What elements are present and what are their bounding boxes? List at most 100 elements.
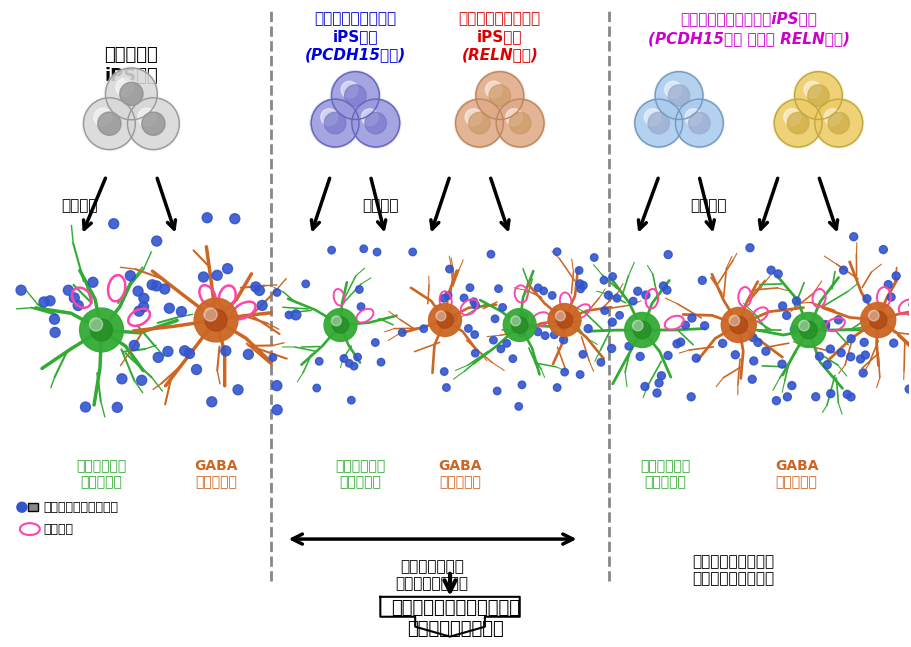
Circle shape xyxy=(324,113,346,134)
Circle shape xyxy=(273,289,281,296)
Text: iPS細胞: iPS細胞 xyxy=(333,29,378,44)
Circle shape xyxy=(254,285,264,296)
Circle shape xyxy=(204,308,217,321)
Circle shape xyxy=(812,393,820,400)
Circle shape xyxy=(846,353,855,361)
Circle shape xyxy=(466,109,482,126)
Circle shape xyxy=(230,214,240,224)
Circle shape xyxy=(909,301,911,309)
Circle shape xyxy=(69,293,79,303)
Circle shape xyxy=(355,286,363,293)
Circle shape xyxy=(441,368,448,375)
Circle shape xyxy=(106,68,158,120)
Circle shape xyxy=(496,99,544,147)
Circle shape xyxy=(518,329,526,336)
Circle shape xyxy=(151,281,161,291)
Circle shape xyxy=(669,85,690,106)
Circle shape xyxy=(701,322,709,330)
Circle shape xyxy=(869,311,887,329)
Circle shape xyxy=(153,353,163,362)
Circle shape xyxy=(748,375,756,383)
Circle shape xyxy=(450,314,457,322)
Circle shape xyxy=(548,303,581,336)
Text: 疾患・神経の種類に依らず
共通して観察された: 疾患・神経の種類に依らず 共通して観察された xyxy=(392,599,520,638)
Circle shape xyxy=(687,393,695,400)
Circle shape xyxy=(515,402,522,410)
Circle shape xyxy=(472,349,479,357)
Circle shape xyxy=(50,327,60,337)
Circle shape xyxy=(834,316,843,324)
Circle shape xyxy=(561,368,568,376)
Circle shape xyxy=(194,298,238,342)
Circle shape xyxy=(138,108,156,126)
Circle shape xyxy=(641,382,649,391)
Circle shape xyxy=(137,375,147,385)
Circle shape xyxy=(600,276,608,284)
Circle shape xyxy=(97,112,121,135)
Circle shape xyxy=(660,282,668,290)
Circle shape xyxy=(579,351,587,358)
Text: GABA
作動性神経: GABA 作動性神経 xyxy=(194,459,238,490)
Circle shape xyxy=(345,360,353,367)
Circle shape xyxy=(729,315,740,326)
Circle shape xyxy=(360,245,367,252)
Circle shape xyxy=(601,307,609,314)
Text: 分化誘導: 分化誘導 xyxy=(691,198,727,213)
Circle shape xyxy=(553,248,561,256)
Circle shape xyxy=(362,109,378,126)
Circle shape xyxy=(94,108,112,126)
Circle shape xyxy=(324,309,357,342)
Circle shape xyxy=(511,316,520,326)
Circle shape xyxy=(654,71,704,121)
Circle shape xyxy=(553,384,561,391)
Circle shape xyxy=(579,281,587,289)
Circle shape xyxy=(827,389,834,398)
Circle shape xyxy=(487,250,495,258)
Circle shape xyxy=(199,272,209,282)
Circle shape xyxy=(556,313,563,320)
Text: (PCDH15欠失): (PCDH15欠失) xyxy=(305,47,406,62)
Circle shape xyxy=(84,98,135,149)
Circle shape xyxy=(129,340,139,351)
Text: 分化誘導: 分化誘導 xyxy=(362,198,399,213)
Circle shape xyxy=(374,248,381,256)
Circle shape xyxy=(791,325,798,333)
Circle shape xyxy=(138,293,148,303)
Circle shape xyxy=(732,351,740,359)
Circle shape xyxy=(746,244,754,252)
Circle shape xyxy=(791,313,826,347)
Circle shape xyxy=(609,318,616,326)
Circle shape xyxy=(16,285,26,295)
Circle shape xyxy=(445,265,454,273)
Circle shape xyxy=(82,96,137,151)
Circle shape xyxy=(152,236,161,246)
Circle shape xyxy=(302,280,310,288)
Circle shape xyxy=(499,303,507,311)
Circle shape xyxy=(272,405,282,415)
Circle shape xyxy=(471,331,478,338)
Circle shape xyxy=(257,300,267,311)
Circle shape xyxy=(783,393,792,401)
Circle shape xyxy=(625,342,632,350)
Circle shape xyxy=(804,82,821,98)
Circle shape xyxy=(511,317,528,333)
Text: 健常者由来
iPS細胞: 健常者由来 iPS細胞 xyxy=(105,46,159,85)
Circle shape xyxy=(377,358,384,366)
Circle shape xyxy=(456,99,504,147)
Circle shape xyxy=(104,67,159,121)
Circle shape xyxy=(341,82,358,98)
Circle shape xyxy=(409,248,416,256)
Circle shape xyxy=(675,99,723,147)
Circle shape xyxy=(551,309,558,316)
Circle shape xyxy=(577,371,584,378)
Circle shape xyxy=(664,351,672,360)
Circle shape xyxy=(465,325,472,332)
Text: 樹状突起の短縮
シナプス数の減少: 樹状突起の短縮 シナプス数の減少 xyxy=(395,559,468,591)
Circle shape xyxy=(793,71,844,121)
Circle shape xyxy=(590,254,598,261)
Circle shape xyxy=(608,344,616,353)
Circle shape xyxy=(655,72,703,120)
Circle shape xyxy=(357,303,364,311)
Circle shape xyxy=(142,112,165,135)
Circle shape xyxy=(597,358,605,366)
